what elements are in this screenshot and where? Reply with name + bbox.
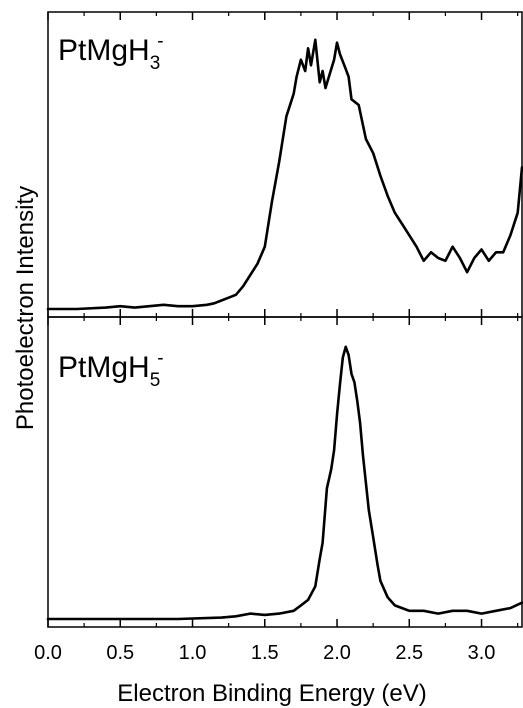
- x-tick-label: 2.5: [395, 642, 423, 664]
- panel-label-superscript: -: [157, 348, 163, 369]
- x-tick-label: 0.5: [106, 642, 134, 664]
- panel-label-subscript: 5: [150, 370, 161, 391]
- panel-label-superscript: -: [157, 31, 163, 52]
- x-tick-label: 1.5: [251, 642, 279, 664]
- x-axis-label: Electron Binding Energy (eV): [117, 680, 427, 707]
- x-tick-label: 0.0: [34, 642, 62, 664]
- spectrum-line: [46, 38, 523, 311]
- y-axis-label: Photoelectron Intensity: [12, 186, 39, 430]
- panel-label-base: PtMgH: [58, 351, 150, 384]
- x-tick-label: 3.0: [468, 642, 496, 664]
- spectrum-line: [46, 345, 523, 621]
- panel-label-base: PtMgH: [58, 34, 150, 67]
- panel-1: PtMgH3-: [46, 11, 523, 318]
- panel-label: PtMgH3-: [58, 31, 164, 74]
- panel-label: PtMgH5-: [58, 348, 164, 391]
- panel-2: PtMgH5-: [46, 316, 523, 628]
- x-tick-label: 2.0: [323, 642, 351, 664]
- plot-frame: [47, 316, 523, 628]
- x-tick-labels: 0.0 0.5 1.0 1.5 2.0 2.5 3.0: [34, 642, 495, 664]
- panel-label-subscript: 3: [150, 53, 161, 74]
- x-tick-label: 1.0: [179, 642, 207, 664]
